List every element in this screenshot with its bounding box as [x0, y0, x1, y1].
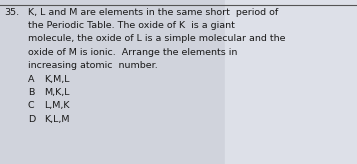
Bar [225, 0, 357, 164]
Text: L,M,K: L,M,K [44, 101, 70, 110]
Text: C: C [28, 101, 35, 110]
Text: increasing atomic  number.: increasing atomic number. [28, 61, 158, 70]
Text: molecule, the oxide of L is a simple molecular and the: molecule, the oxide of L is a simple mol… [28, 34, 286, 43]
Text: oxide of M is ionic.  Arrange the elements in: oxide of M is ionic. Arrange the element… [28, 48, 237, 57]
Bar [0, 0, 225, 164]
Text: K,L,M: K,L,M [44, 115, 70, 124]
Text: M,K,L: M,K,L [44, 88, 70, 97]
Text: 35.: 35. [4, 8, 19, 17]
Text: K,M,L: K,M,L [44, 75, 70, 84]
Text: D: D [28, 115, 35, 124]
Text: B: B [28, 88, 34, 97]
Text: the Periodic Table. The oxide of K  is a giant: the Periodic Table. The oxide of K is a … [28, 21, 235, 30]
Text: A: A [28, 75, 35, 84]
Text: K, L and M are elements in the same short  period of: K, L and M are elements in the same shor… [28, 8, 278, 17]
